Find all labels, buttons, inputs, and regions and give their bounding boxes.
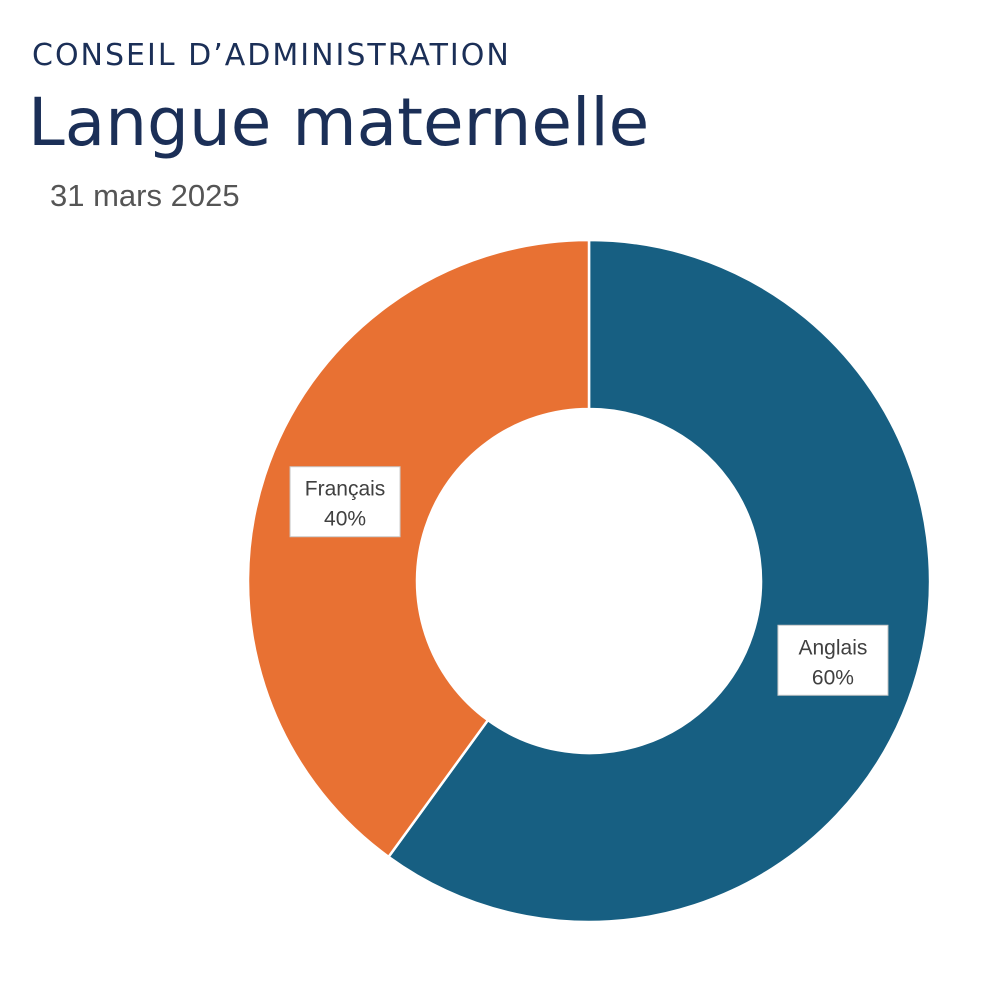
- data-label-anglais: Anglais 60%: [777, 624, 889, 696]
- slice-anglais: [386, 238, 932, 924]
- chart-title: Langue maternelle: [28, 84, 650, 161]
- slice-fran-ais: [246, 238, 591, 859]
- data-label-category: Anglais: [799, 636, 868, 659]
- data-label-category: Français: [305, 478, 386, 501]
- data-label-box: [777, 624, 889, 696]
- data-label-box: [289, 466, 401, 538]
- chart-date: 31 mars 2025: [50, 178, 240, 213]
- data-label-fran-ais: Français 40%: [289, 466, 401, 538]
- data-label-value: 60%: [812, 666, 854, 689]
- data-label-value: 40%: [324, 508, 366, 531]
- donut-labels: Anglais 60% Français 40%: [289, 466, 889, 696]
- chart-eyebrow: CONSEIL D’ADMINISTRATION: [32, 38, 511, 73]
- donut-slices: [246, 238, 932, 924]
